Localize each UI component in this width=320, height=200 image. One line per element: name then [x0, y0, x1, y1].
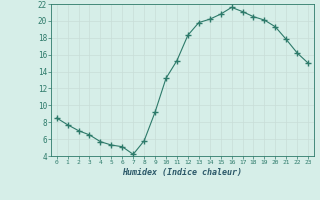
- X-axis label: Humidex (Indice chaleur): Humidex (Indice chaleur): [123, 168, 243, 177]
